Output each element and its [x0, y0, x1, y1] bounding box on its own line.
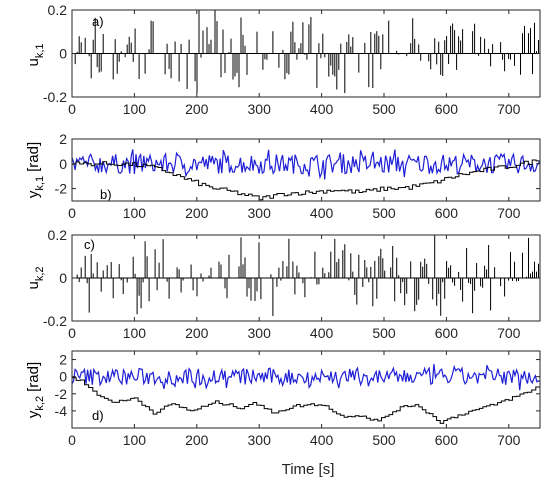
- y-tick-label: 0: [59, 156, 67, 172]
- x-tick-label: 200: [185, 205, 209, 221]
- x-tick-label: 700: [497, 101, 521, 117]
- x-tick-label: 400: [310, 325, 334, 341]
- panel-d-annotation: d): [92, 408, 104, 423]
- step-series: [72, 377, 540, 424]
- impulse-series: [74, 10, 539, 93]
- panel-a-ylabel-main: u: [25, 58, 42, 66]
- x-tick-label: 100: [123, 205, 147, 221]
- x-tick-label: 500: [372, 101, 396, 117]
- x-tick-label: 400: [310, 101, 334, 117]
- y-tick-label: 2: [59, 352, 67, 368]
- y-tick-label: 2: [59, 131, 67, 147]
- x-tick-label: 600: [435, 101, 459, 117]
- x-tick-label: 0: [68, 101, 76, 117]
- y-tick-label: 0: [59, 270, 67, 286]
- y-tick-label: 0: [59, 46, 67, 62]
- y-tick-label: 0: [59, 369, 67, 385]
- x-tick-label: 700: [497, 325, 521, 341]
- y-tick-label: -0.2: [43, 89, 67, 105]
- panel-d-ylabel-unit: [rad]: [25, 362, 42, 392]
- x-tick-label: 200: [185, 432, 209, 448]
- y-tick-label: -2: [55, 181, 68, 197]
- x-tick-label: 100: [123, 325, 147, 341]
- x-tick-label: 100: [123, 432, 147, 448]
- x-tick-label: 300: [248, 432, 272, 448]
- panel-a: uk,1 a) 0 100 200 300 400 500 600 700-0.200.2: [25, 2, 541, 117]
- x-tick-label: 500: [372, 325, 396, 341]
- panel-b: yk,1[rad] b) 0 100 200 300 400 500 600 700-202: [25, 131, 541, 221]
- y-tick-label: -2: [55, 386, 68, 402]
- x-tick-label: 500: [372, 205, 396, 221]
- x-tick-label: 200: [185, 325, 209, 341]
- x-tick-label: 600: [435, 205, 459, 221]
- panel-a-ylabel: uk,1: [25, 43, 46, 66]
- panel-c-ylabel-sub: k,2: [34, 266, 46, 281]
- panel-d-ylabel-main: y: [25, 410, 42, 418]
- panel-b-annotation: b): [100, 187, 112, 202]
- step-series: [72, 159, 540, 201]
- x-tick-label: 0: [68, 205, 76, 221]
- x-axis-label: Time [s]: [282, 461, 335, 478]
- y-tick-label: 0.2: [48, 227, 68, 243]
- plot-frame: [71, 138, 541, 202]
- panel-c-ylabel-main: u: [25, 281, 42, 289]
- y-tick-label: 0.2: [48, 2, 68, 18]
- x-tick-label: 300: [248, 325, 272, 341]
- panel-d: yk,2[rad] d) 0 100 200 300 400 500 600 700-4-20…: [25, 350, 541, 448]
- noise-series: [71, 149, 541, 180]
- noise-series: [71, 363, 541, 391]
- x-tick-label: 300: [248, 205, 272, 221]
- panel-b-ylabel-sub: k,1: [34, 176, 46, 191]
- x-tick-label: 400: [310, 432, 334, 448]
- panel-b-ylabel-main: y: [25, 190, 42, 198]
- panel-a-annotation: a): [92, 14, 104, 29]
- x-tick-label: 200: [185, 101, 209, 117]
- x-tick-label: 0: [68, 432, 76, 448]
- x-tick-label: 700: [497, 205, 521, 221]
- x-tick-label: 700: [497, 432, 521, 448]
- y-tick-label: -4: [55, 403, 68, 419]
- x-tick-label: 100: [123, 101, 147, 117]
- panel-d-ylabel-sub: k,2: [34, 396, 46, 411]
- panel-a-ylabel-sub: k,1: [34, 43, 46, 58]
- x-tick-label: 600: [435, 325, 459, 341]
- panel-c-annotation: c): [84, 237, 95, 252]
- impulse-series: [76, 235, 539, 316]
- panel-b-ylabel-unit: [rad]: [25, 142, 42, 172]
- x-tick-label: 400: [310, 205, 334, 221]
- y-tick-label: -0.2: [43, 313, 67, 329]
- plot-frame: [71, 350, 541, 429]
- x-tick-label: 500: [372, 432, 396, 448]
- x-tick-label: 0: [68, 325, 76, 341]
- panel-b-ylabel: yk,1 [rad]: [25, 142, 46, 198]
- panel-c-ylabel: uk,2: [25, 266, 46, 289]
- x-tick-label: 600: [435, 432, 459, 448]
- panel-c: uk,2 c) 0 100 200 300 400 500 600 700-0.200.2: [25, 227, 541, 341]
- x-tick-label: 300: [248, 101, 272, 117]
- panel-d-ylabel: yk,2 [rad]: [25, 362, 46, 418]
